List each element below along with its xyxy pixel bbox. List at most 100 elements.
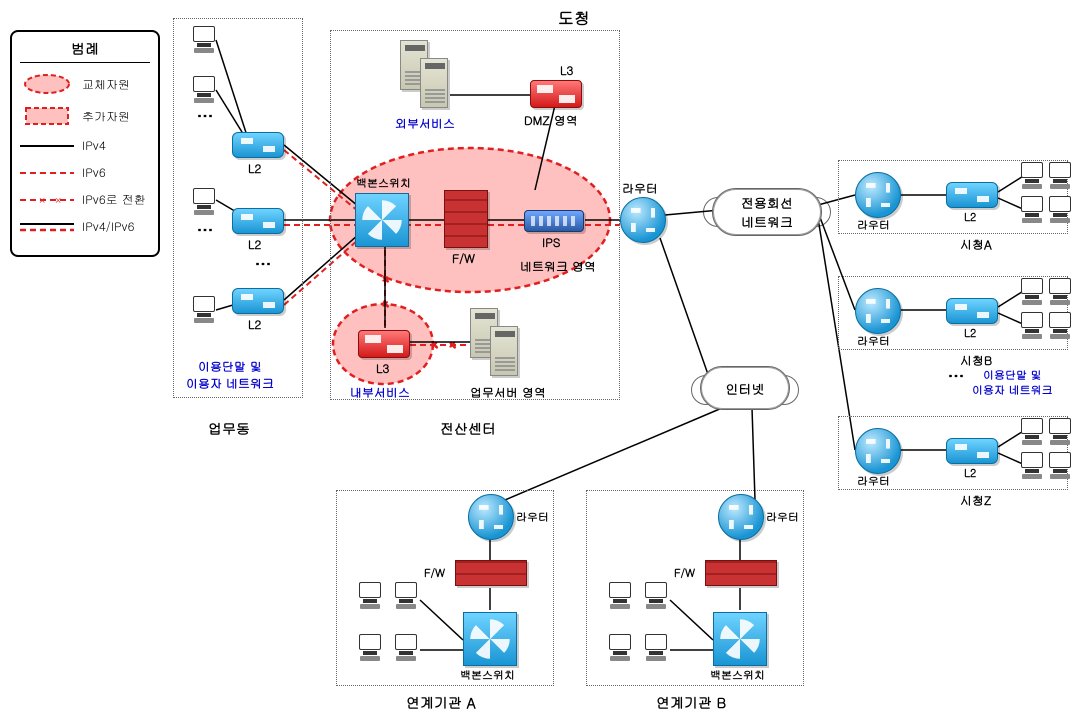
user-network-label: 이용단말 및 이용자 네트워크: [972, 368, 1053, 398]
pc-icon: [1018, 162, 1046, 188]
device-label: 라우터: [516, 510, 549, 525]
dedicated-network-cloud: 전용회선 네트워크: [712, 188, 822, 236]
pc-icon: [1018, 452, 1046, 478]
server-icon: [420, 58, 448, 108]
legend-item-ipv6-transition: × × IPv6로 전환: [20, 191, 150, 208]
legend-item-replace: 교체자원: [20, 73, 150, 95]
device-label: L2: [248, 160, 261, 177]
pc-icon: [1046, 278, 1073, 304]
pc-icon: [1046, 312, 1073, 338]
pc-icon: [392, 582, 420, 608]
l2-switch-icon: [232, 288, 284, 314]
pc-icon: [1018, 278, 1046, 304]
device-label: 라우터: [857, 334, 890, 349]
l3-switch-icon: [530, 80, 582, 108]
firewall-icon: [705, 560, 777, 586]
device-label: L3: [376, 360, 389, 377]
svg-text:×: ×: [38, 195, 46, 205]
page-title: 도청: [558, 6, 590, 29]
user-network-label: 이용단말 및 이용자 네트워크: [186, 358, 274, 392]
pc-icon: [356, 634, 384, 660]
device-label: IPS: [542, 234, 560, 251]
device-label: L2: [964, 326, 976, 341]
device-label: F/W: [424, 566, 445, 581]
ellipsis-icon: ⋮: [195, 108, 218, 128]
pc-icon: [190, 26, 218, 52]
backbone-switch-icon: [463, 612, 517, 666]
svg-text:×: ×: [54, 195, 62, 205]
legend-label: IPv4: [82, 137, 106, 154]
ellipsis-icon: ⋮: [946, 368, 969, 388]
internet-cloud: 인터넷: [700, 366, 790, 410]
legend-label: IPv4/IPv6: [82, 218, 135, 235]
pc-icon: [606, 582, 634, 608]
legend-item-ipv4: IPv4: [20, 137, 150, 154]
legend-item-add: 추가자원: [20, 105, 150, 127]
device-label: 라우터: [857, 218, 890, 233]
pc-icon: [642, 582, 670, 608]
section-label: 연계기관 B: [656, 692, 726, 712]
ellipsis-icon: ⋮: [195, 222, 218, 242]
device-label: 라우터: [766, 510, 799, 525]
l2-switch-icon: [946, 298, 998, 324]
server-area-label: 업무서버 영역: [470, 384, 546, 401]
section-label: 시청B: [960, 352, 992, 369]
pc-icon: [190, 76, 218, 102]
router-icon: [468, 494, 514, 540]
device-label: 라우터: [622, 180, 658, 197]
l2-switch-icon: [232, 132, 284, 158]
legend-item-dual: IPv4/IPv6: [20, 218, 150, 235]
pc-icon: [642, 634, 670, 660]
l2-switch-icon: [232, 208, 284, 234]
legend-title: 범례: [20, 38, 150, 63]
ips-icon: [524, 210, 584, 232]
l2-switch-icon: [946, 182, 998, 208]
device-label: L2: [248, 316, 261, 333]
section-label: 업무동: [208, 418, 250, 438]
int-service-label: 내부서비스: [350, 384, 410, 401]
legend-label: 교체자원: [82, 76, 130, 93]
pc-icon: [1046, 418, 1073, 444]
ext-service-label: 외부서비스: [395, 115, 455, 132]
pc-icon: [1046, 452, 1073, 478]
section-label: 시청A: [960, 236, 992, 253]
router-icon: [855, 428, 901, 474]
pc-icon: [1046, 196, 1073, 222]
l2-switch-icon: [946, 438, 998, 464]
device-label: L2: [964, 210, 976, 225]
legend-item-ipv6: IPv6: [20, 164, 150, 181]
router-icon: [620, 197, 666, 243]
device-label: F/W: [674, 566, 695, 581]
router-icon: [718, 494, 764, 540]
dmz-label: DMZ 영역: [524, 112, 578, 129]
network-area-label: 네트워크 영역: [520, 258, 596, 275]
device-label: L3: [560, 62, 573, 79]
router-icon: [855, 172, 901, 218]
legend-label: IPv6: [82, 164, 106, 181]
backbone-switch-icon: [713, 612, 767, 666]
pc-icon: [190, 296, 218, 322]
device-label: 백본스위치: [710, 668, 765, 683]
ellipsis-icon: ⋮: [253, 256, 276, 276]
legend-label: IPv6로 전환: [82, 191, 146, 208]
section-label: 시청Z: [960, 492, 992, 509]
firewall-icon: [444, 190, 488, 248]
device-label: L2: [248, 236, 261, 253]
server-icon: [490, 326, 518, 376]
device-label: L2: [964, 466, 976, 481]
pc-icon: [1046, 162, 1073, 188]
legend-box: 범례 교체자원 추가자원 IPv4 IPv6 × × IPv6로 전환 IPv4/…: [10, 30, 160, 257]
legend-label: 추가자원: [82, 108, 130, 125]
section-label: 연계기관 A: [406, 692, 476, 712]
pc-icon: [1018, 312, 1046, 338]
section-label: 전산센터: [440, 418, 496, 438]
pc-icon: [606, 634, 634, 660]
device-label: 라우터: [857, 474, 890, 489]
backbone-switch-icon: [355, 193, 409, 247]
firewall-icon: [455, 560, 527, 586]
pc-icon: [1018, 196, 1046, 222]
device-label: F/W: [452, 250, 475, 267]
pc-icon: [1018, 418, 1046, 444]
pc-icon: [356, 582, 384, 608]
l3-switch-icon: [358, 330, 410, 358]
